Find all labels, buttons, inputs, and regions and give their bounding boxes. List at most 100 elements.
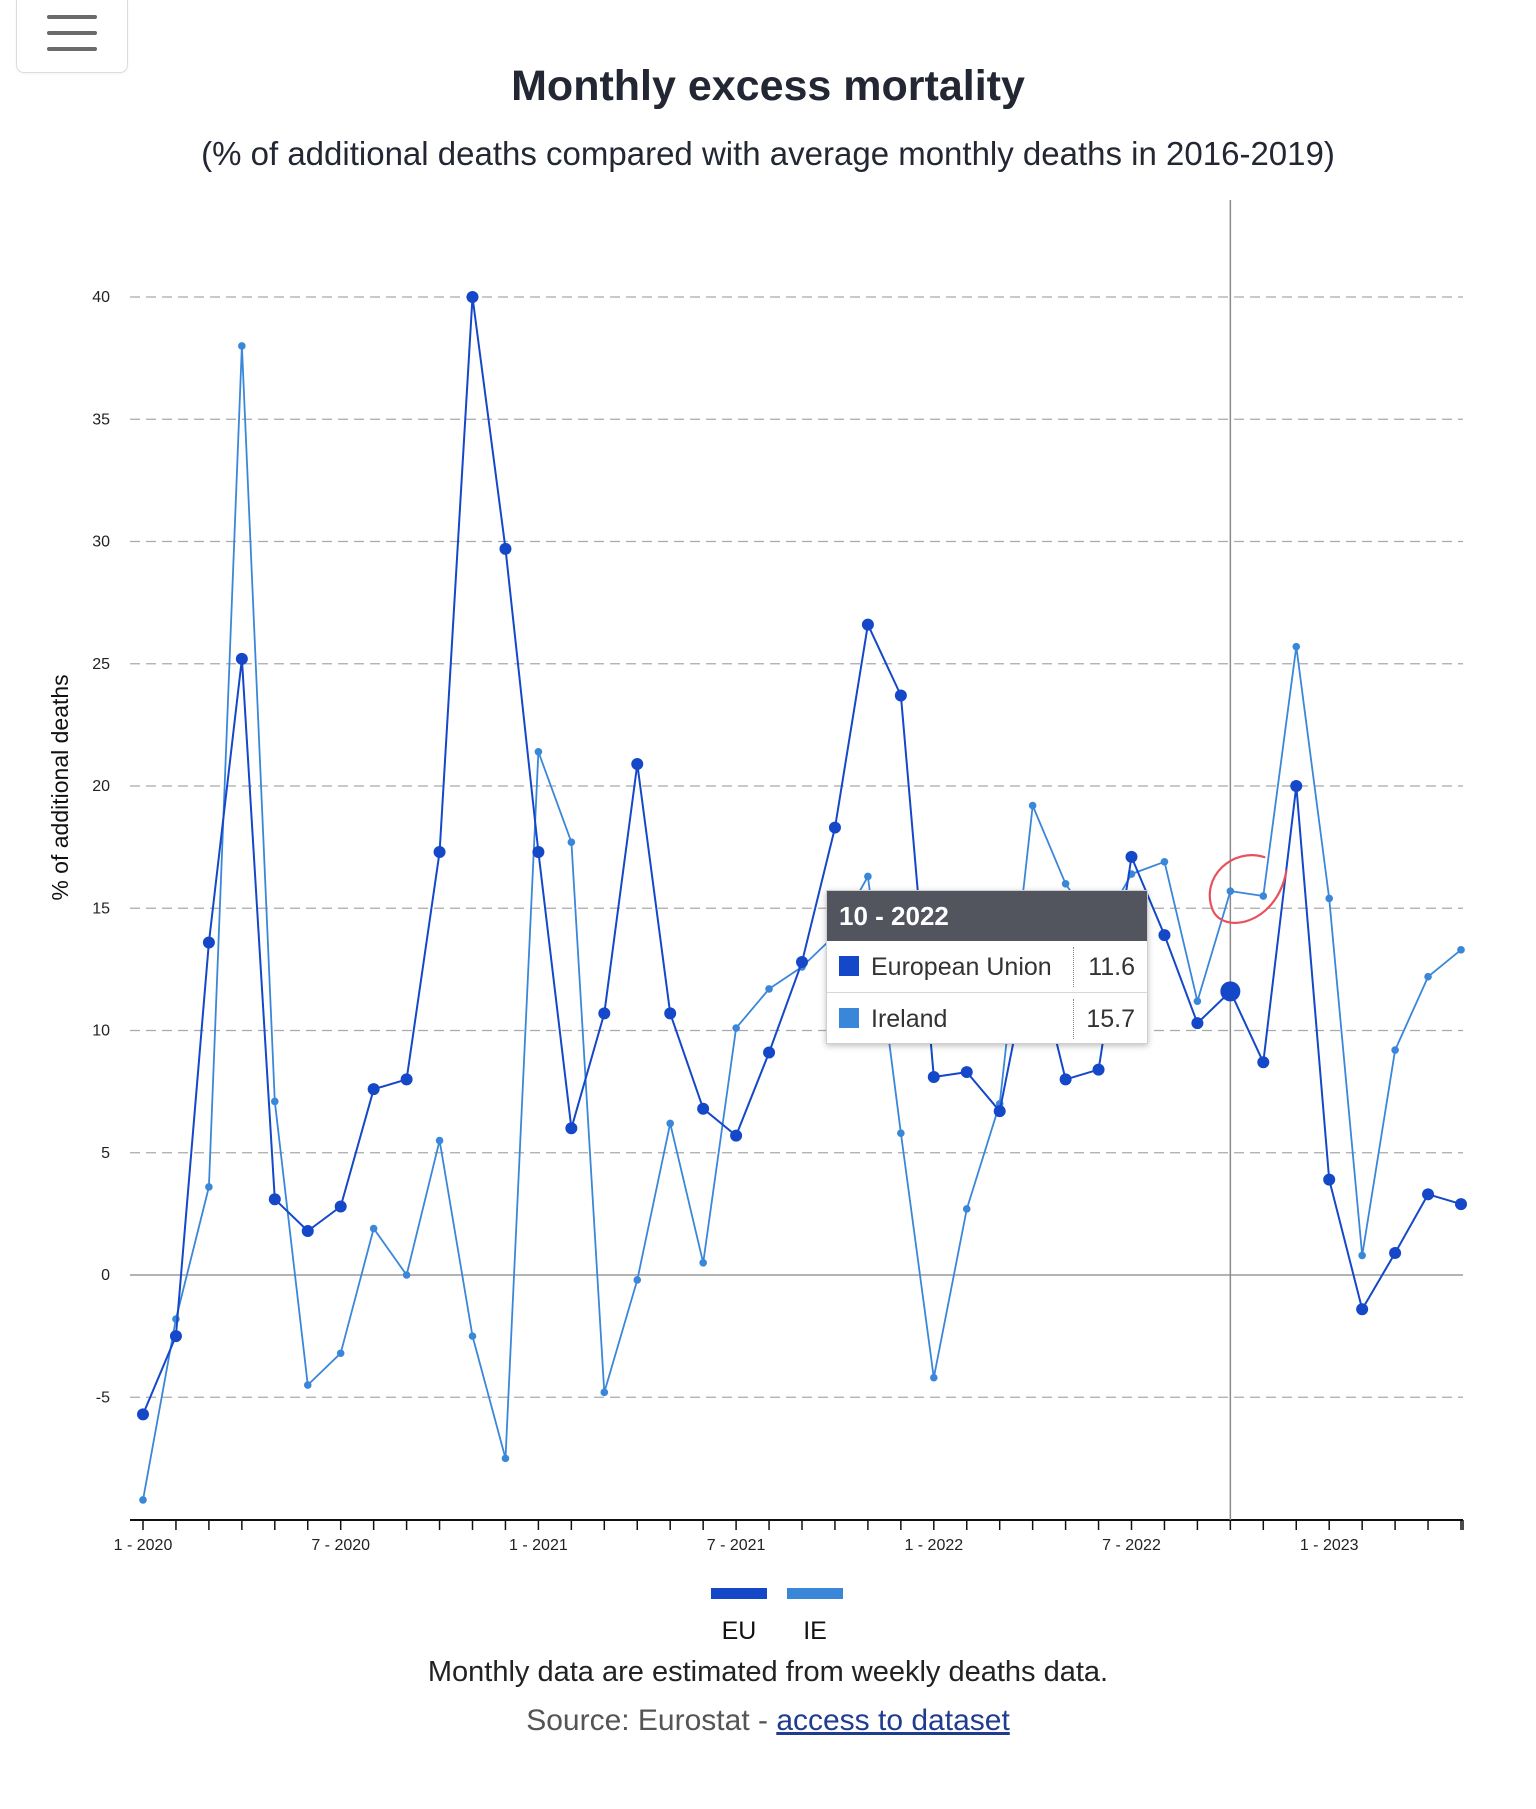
- data-point-ie: [930, 1373, 938, 1382]
- tooltip-value-eu: 11.6: [1088, 953, 1135, 981]
- data-point-ie: [238, 342, 246, 350]
- data-point-ie: [600, 1388, 609, 1397]
- tooltip-row-eu: European Union 11.6: [827, 941, 1147, 993]
- legend-swatch-ie: [787, 1588, 843, 1599]
- data-point-eu: [894, 689, 907, 702]
- data-point-eu: [169, 1330, 182, 1343]
- data-point-ie: [1193, 997, 1202, 1005]
- data-point-eu: [334, 1200, 347, 1213]
- dataset-link[interactable]: access to dataset: [776, 1704, 1010, 1737]
- data-point-ie: [139, 1496, 147, 1504]
- tooltip-swatch-ie: [839, 1008, 859, 1028]
- x-tick-label: 1 - 2023: [1300, 1537, 1359, 1554]
- hamburger-menu-icon-bar: [47, 31, 97, 35]
- tooltip-row-ie: Ireland 15.7: [827, 993, 1147, 1044]
- data-point-eu: [993, 1105, 1006, 1118]
- data-point-ie: [172, 1315, 180, 1323]
- data-point-ie: [402, 1271, 411, 1279]
- data-point-ie: [1028, 801, 1037, 810]
- data-point-eu: [598, 1007, 611, 1020]
- data-point-ie: [1061, 880, 1070, 888]
- data-point-ie: [633, 1276, 642, 1284]
- data-point-eu: [1389, 1246, 1402, 1259]
- source-line: Source: Eurostat - access to dataset: [0, 1704, 1536, 1738]
- y-tick-label: 40: [92, 289, 110, 306]
- data-point-eu: [664, 1007, 677, 1020]
- x-tick-label: 1 - 2022: [904, 1537, 963, 1554]
- data-point-eu: [631, 757, 644, 770]
- y-axis-label: % of additional deaths: [47, 674, 73, 900]
- data-point-ie: [1457, 946, 1465, 954]
- source-text: Source: Eurostat -: [526, 1704, 777, 1737]
- data-point-ie: [1391, 1046, 1399, 1054]
- tooltip-swatch-eu: [839, 956, 859, 976]
- data-point-eu: [565, 1122, 578, 1135]
- data-point-eu: [960, 1066, 973, 1079]
- data-point-ie: [534, 747, 543, 756]
- data-point-eu: [1092, 1063, 1105, 1076]
- data-point-ie: [369, 1224, 378, 1233]
- chart-tooltip: 10 - 2022 European Union 11.6 Ireland 15…: [826, 890, 1148, 1044]
- tooltip-label-ie: Ireland: [871, 1005, 948, 1033]
- data-point-eu: [1422, 1188, 1435, 1201]
- data-point-ie: [864, 872, 872, 881]
- y-tick-label: 25: [92, 656, 110, 673]
- y-tick-label: 20: [92, 778, 110, 795]
- data-point-eu: [1257, 1056, 1270, 1069]
- data-point-ie: [303, 1381, 312, 1389]
- data-point-eu: [499, 542, 512, 555]
- data-point-ie: [962, 1205, 971, 1213]
- tooltip-label-eu: European Union: [871, 953, 1052, 981]
- data-point-eu: [697, 1102, 710, 1115]
- data-point-eu: [1455, 1198, 1467, 1211]
- x-tick-label: 7 - 2020: [311, 1537, 370, 1554]
- data-point-ie: [567, 838, 576, 847]
- data-point-ie: [1259, 892, 1268, 900]
- data-point-eu: [927, 1070, 940, 1083]
- tooltip-value-ie: 15.7: [1086, 1005, 1135, 1033]
- data-point-ie: [1292, 642, 1301, 651]
- menu-button[interactable]: [16, 0, 128, 73]
- y-tick-label: -5: [96, 1389, 110, 1406]
- tooltip-divider: [1073, 999, 1074, 1039]
- y-tick-label: 0: [101, 1267, 110, 1284]
- chart-note: Monthly data are estimated from weekly d…: [427, 1656, 1109, 1688]
- legend-label-ie: IE: [803, 1617, 827, 1645]
- data-point-eu: [730, 1129, 743, 1142]
- tooltip-divider: [1073, 947, 1074, 987]
- data-point-eu: [532, 846, 545, 859]
- data-point-eu: [235, 652, 248, 665]
- data-point-eu: [1356, 1303, 1369, 1316]
- data-point-ie: [271, 1097, 279, 1106]
- data-point-eu: [763, 1046, 776, 1059]
- data-point-eu: [1191, 1017, 1204, 1030]
- legend-label-eu: EU: [721, 1617, 757, 1645]
- data-point-ie: [666, 1119, 674, 1128]
- data-point-ie: [1160, 857, 1169, 866]
- x-tick-label: 7 - 2022: [1102, 1537, 1161, 1554]
- y-tick-label: 35: [92, 411, 110, 428]
- data-point-eu: [1158, 929, 1171, 942]
- y-tick-label: 30: [92, 534, 110, 551]
- data-point-ie: [765, 985, 773, 993]
- x-tick-label: 7 - 2021: [707, 1537, 766, 1554]
- y-tick-label: 15: [92, 900, 110, 917]
- data-point-eu: [137, 1408, 149, 1421]
- hamburger-menu-icon-bar: [47, 47, 97, 51]
- legend-item-eu[interactable]: EU: [704, 1588, 774, 1646]
- data-point-eu: [268, 1193, 281, 1206]
- data-point-ie: [435, 1136, 444, 1145]
- data-point-ie: [205, 1183, 213, 1191]
- data-point-eu: [202, 936, 215, 949]
- data-point-ie: [468, 1332, 477, 1340]
- data-point-eu: [828, 821, 841, 834]
- data-point-eu: [1290, 780, 1303, 792]
- data-point-eu: [1323, 1173, 1336, 1186]
- hand-drawn-circle-annotation: [1208, 854, 1288, 924]
- line-chart: -5 0 5 10 15 20 25 30 35 40 % of additional deaths…: [47, 200, 1467, 1554]
- legend-item-ie[interactable]: IE: [780, 1588, 850, 1646]
- data-point-ie: [501, 1454, 510, 1463]
- hamburger-menu-icon: [47, 15, 97, 19]
- data-point-ie: [732, 1024, 740, 1032]
- x-tick-label: 1 - 2021: [509, 1537, 568, 1554]
